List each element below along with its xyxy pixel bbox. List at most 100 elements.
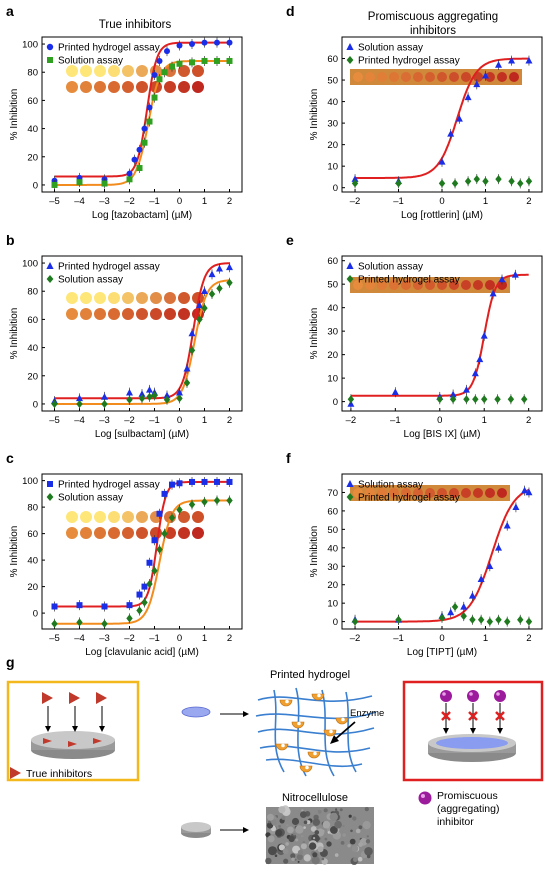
legend-marker-d	[346, 56, 354, 64]
well-a	[178, 81, 190, 93]
point-e-1	[347, 395, 355, 404]
enzyme-pocket	[329, 729, 333, 734]
well-e	[365, 280, 375, 290]
well-c	[66, 511, 78, 523]
micrograph-pore	[353, 857, 358, 862]
p-hydrogel-layer	[436, 737, 508, 749]
point-b-1	[151, 391, 158, 400]
bound-inhibitor-icon	[68, 741, 77, 747]
point-e-0	[498, 275, 506, 283]
y-tick-label-c: 0	[33, 609, 38, 620]
micrograph-pore	[295, 838, 299, 842]
micrograph-pore	[350, 829, 353, 833]
well-e	[449, 280, 459, 290]
x-tick-label-c: –5	[49, 633, 60, 644]
micrograph-pore	[293, 832, 296, 836]
micrograph-pore	[311, 856, 320, 865]
x-axis-label-e: Log [BIS IX] (µM)	[404, 429, 481, 440]
point-b-1	[101, 399, 108, 408]
well-d	[425, 72, 435, 82]
enzyme-pocket	[285, 699, 289, 704]
point-c-1	[176, 505, 183, 514]
y-tick-label-c: 60	[27, 529, 38, 540]
point-b-0	[76, 394, 83, 402]
enzyme-icon	[323, 729, 337, 737]
micrograph-pore	[335, 808, 338, 811]
point-d-1	[351, 179, 359, 188]
y-axis-label-b: % Inhibition	[9, 308, 20, 360]
point-f-1	[451, 602, 459, 611]
title-promiscuous-line2: inhibitors	[410, 25, 456, 37]
well-b	[178, 308, 190, 320]
micrograph-pore	[365, 839, 371, 844]
x-tick-label-a: –5	[49, 196, 60, 207]
legend-marker-a	[47, 57, 53, 63]
point-a-1	[161, 69, 168, 76]
plot-frame-a	[41, 36, 243, 193]
well-f	[353, 488, 363, 498]
panel-label-a: a	[6, 3, 14, 19]
x-tick-label-d: 0	[439, 196, 444, 207]
micrograph-pore	[275, 829, 283, 837]
micrograph-pore	[303, 854, 311, 862]
point-b-0	[188, 329, 196, 337]
point-d-1	[473, 175, 480, 184]
well-e	[485, 280, 495, 290]
enzyme-icon	[275, 743, 289, 751]
well-b	[66, 308, 78, 320]
micrograph-pore	[278, 825, 282, 828]
point-a-0	[151, 72, 158, 79]
micrograph-pore	[300, 843, 307, 850]
aggregator-sphere-icon	[467, 690, 479, 702]
well-d	[437, 72, 447, 82]
well-d	[353, 72, 363, 82]
nitro-disk-top	[181, 822, 211, 832]
legend-label-c: Printed hydrogel assay	[58, 480, 160, 491]
well-f	[485, 488, 495, 498]
y-tick-label-e: 10	[327, 374, 338, 385]
y-axis-label-c: % Inhibition	[9, 526, 20, 578]
y-tick-label-e: 30	[327, 327, 338, 338]
y-tick-label-a: 60	[27, 96, 38, 107]
micrograph-pore	[352, 816, 357, 821]
point-d-1	[517, 179, 524, 188]
point-a-0	[201, 39, 208, 46]
point-c-0	[226, 478, 233, 485]
y-tick-label-a: 40	[27, 124, 38, 135]
point-c-0	[156, 510, 163, 517]
point-b-1	[76, 399, 83, 408]
y-tick-label-b: 100	[22, 259, 38, 270]
point-d-0	[464, 93, 472, 101]
hydrogel-fiber	[257, 695, 373, 702]
x-tick-label-a: 0	[177, 196, 182, 207]
x-tick-label-b: –1	[149, 415, 160, 426]
micrograph-pore	[288, 835, 295, 843]
point-a-0	[176, 42, 183, 49]
point-e-0	[511, 270, 519, 278]
point-a-0	[226, 39, 233, 46]
micrograph-pore	[281, 815, 286, 820]
hydrogel-disk	[181, 706, 211, 718]
point-d-1	[495, 175, 502, 184]
y-tick-label-b: 20	[27, 371, 38, 382]
well-b	[94, 308, 106, 320]
panel-label-c: c	[6, 450, 14, 466]
point-a-0	[126, 170, 133, 177]
micrograph-pore	[278, 844, 285, 851]
point-d-0	[455, 115, 463, 122]
well-a	[178, 65, 190, 77]
x-tick-label-a: 2	[227, 196, 232, 207]
enzyme-pocket	[281, 743, 285, 748]
point-a-1	[141, 139, 148, 146]
point-b-1	[208, 290, 216, 299]
well-f	[473, 488, 483, 498]
point-f-0	[447, 608, 455, 616]
point-f-1	[525, 617, 533, 626]
schematic-center: Printed hydrogel Enzyme Nitrocellulose	[181, 669, 384, 865]
point-a-1	[156, 76, 163, 83]
y-tick-label-e: 50	[327, 280, 338, 291]
point-d-1	[525, 177, 533, 186]
